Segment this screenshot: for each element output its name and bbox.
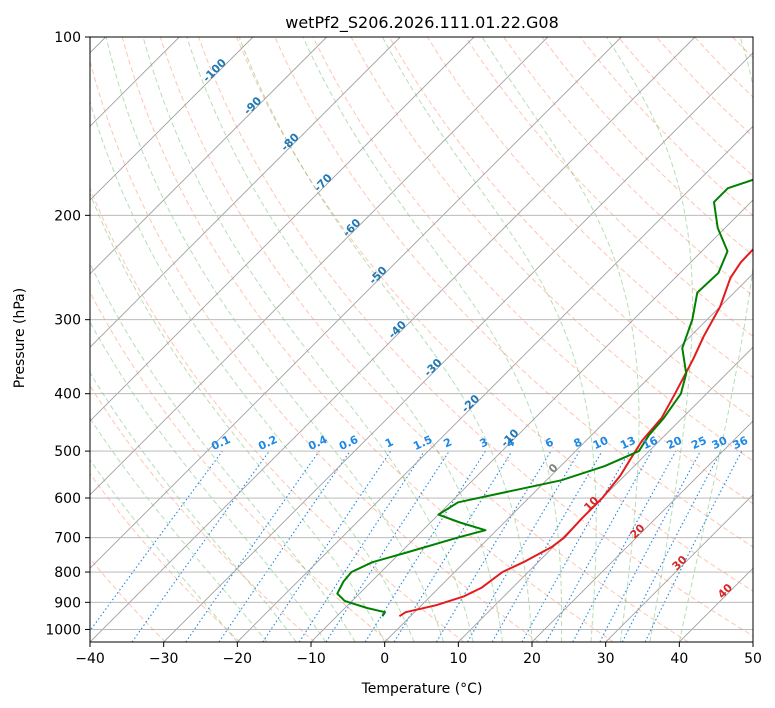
mixing-ratio-label: 13 [618,434,637,452]
isotherm-line [90,37,401,348]
dry-adiabat [503,37,753,297]
moist-adiabat [678,37,753,642]
x-tick-label: −40 [75,651,105,667]
y-tick-label: 700 [54,531,81,547]
mixing-ratio-label: 36 [731,434,751,452]
moist-adiabat [90,459,238,642]
isotherm-line [90,37,696,642]
isotherm-line [236,125,753,642]
dry-adiabat [274,37,753,548]
x-axis-label: Temperature (°C) [361,681,483,697]
moist-adiabat [302,37,563,642]
y-tick-label: 500 [54,444,81,460]
moist-adiabat [381,37,597,642]
y-tick-label: 200 [54,208,81,224]
mixing-ratio-line [262,450,392,642]
x-tick-label: −10 [296,651,326,667]
mixing-ratio-line [218,450,351,642]
x-tick-label: 50 [744,651,762,667]
x-tick-label: 10 [449,651,467,667]
dry-adiabat [350,37,753,462]
isotherm-line [605,494,753,642]
mixing-ratio-line [325,450,450,642]
isotherm-line [90,37,475,422]
x-tick-label: −20 [223,651,253,667]
moist-adiabat [90,192,386,642]
dry-adiabat [159,37,689,642]
y-tick-label: 800 [54,565,81,581]
dry-adiabat [426,37,753,378]
dry-adiabat [198,37,753,637]
mixing-ratio-line [572,450,677,642]
mixing-ratio-line [644,450,743,642]
x-tick-label: 0 [380,651,389,667]
y-tick-label: 100 [54,30,81,46]
y-tick-label: 1000 [45,622,81,638]
dry-adiabat [90,291,390,642]
chart-title: wetPf2_S206.2026.111.01.22.G08 [285,13,559,33]
mixing-ratio-line [185,450,320,642]
mixing-ratio-line [545,450,653,642]
mixing-ratio-line [90,450,223,632]
plot-frame [89,36,754,643]
dry-adiabat [90,384,316,642]
isotherm-line [90,37,254,201]
dry-adiabat [90,186,465,642]
mixing-ratio-line [393,450,513,642]
moist-adiabat [105,37,445,642]
moist-adiabat [238,37,533,642]
isotherm-line [163,52,753,642]
moist-adiabat [142,37,474,642]
moist-adiabat [90,417,268,642]
y-tick-label: 400 [54,387,81,403]
mixing-ratio-label: 16 [640,434,660,452]
y-tick-label: 600 [54,491,81,507]
moist-adiabat [481,37,640,642]
y-tick-label: 300 [54,313,81,329]
isotherm-line [310,199,753,642]
mixing-ratio-line [298,450,425,642]
mixing-ratio-label: 20 [665,434,685,452]
isotherm-line [90,37,328,275]
isotherm-line [384,273,753,642]
isotherm-line [90,37,622,569]
mixing-ratio-label: 10 [591,434,611,452]
dry-adiabat [90,557,166,642]
moist-adiabat [90,99,415,642]
moist-adiabat [186,37,503,642]
dry-adiabat [121,37,614,642]
isotherm-line [90,37,549,496]
moist-adiabat [90,262,356,642]
mixing-ratio-label: 30 [710,434,730,452]
x-tick-label: −30 [149,651,179,667]
y-tick-label: 900 [54,595,81,611]
dry-adiabat [236,37,753,592]
dewpoint-profile-line [336,178,753,617]
x-tick-label: 20 [523,651,541,667]
moist-adiabat [606,37,693,642]
mixing-ratio-label: 25 [689,434,708,452]
x-tick-label: 30 [597,651,615,667]
isotherm-line [531,420,753,642]
y-axis-label: Pressure (hPa) [12,288,28,388]
dry-adiabat [90,472,241,642]
temperature-profile-line [398,248,753,618]
mixing-ratio-line [131,450,270,642]
x-tick-label: 40 [670,651,688,667]
dry-adiabat [90,59,540,642]
